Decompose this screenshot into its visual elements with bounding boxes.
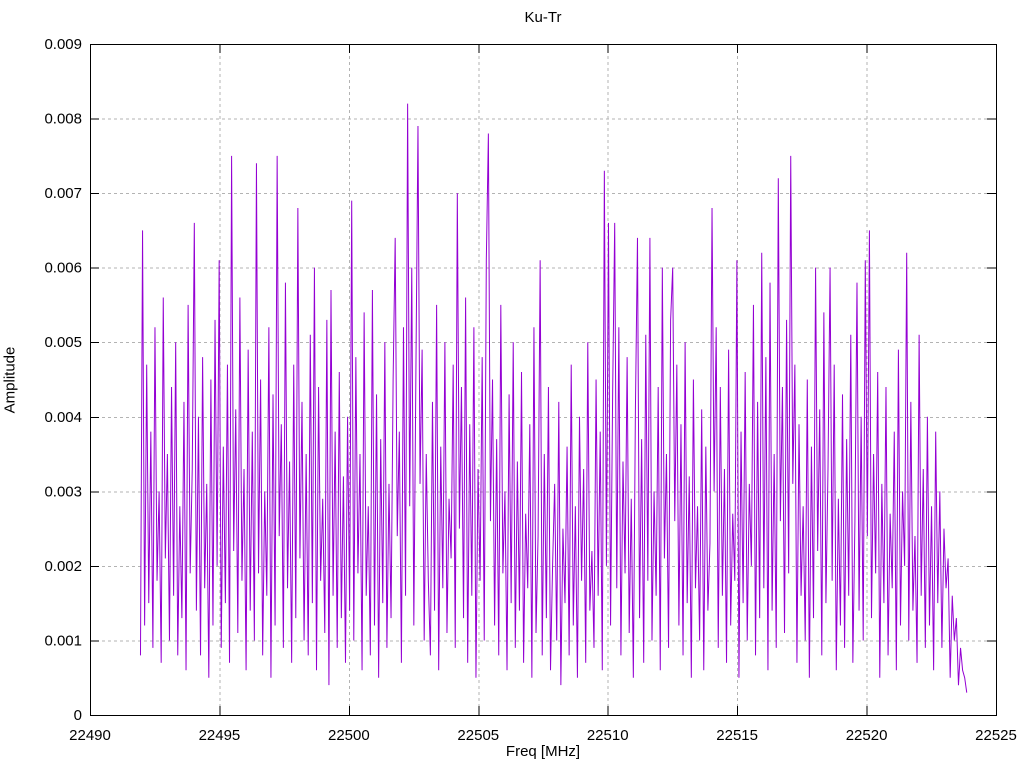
y-tick-label: 0.006: [44, 260, 82, 277]
y-tick-label: 0.004: [44, 409, 82, 426]
y-tick-label: 0.005: [44, 334, 82, 351]
y-tick-label: 0.008: [44, 111, 82, 128]
y-tick-label: 0.001: [44, 632, 82, 649]
y-tick-label: 0.007: [44, 185, 82, 202]
y-tick-label: 0.002: [44, 558, 82, 575]
x-tick-label: 22525: [975, 727, 1017, 744]
y-tick-label: 0.009: [44, 36, 82, 53]
data-polyline: [139, 103, 968, 693]
x-tick-label: 22510: [587, 727, 629, 744]
x-tick-label: 22495: [199, 727, 241, 744]
y-tick-label: 0: [74, 707, 82, 724]
x-axis-title: Freq [MHz]: [505, 743, 581, 760]
x-tick-label: 22515: [716, 727, 758, 744]
plot-border: [90, 44, 997, 716]
x-tick-label: 22490: [69, 727, 111, 744]
chart-title: Ku-Tr: [524, 9, 562, 26]
x-tick-label: 22520: [846, 727, 888, 744]
x-tick-label: 22500: [328, 727, 370, 744]
x-tick-label: 22505: [457, 727, 499, 744]
y-tick-label: 0.003: [44, 483, 82, 500]
